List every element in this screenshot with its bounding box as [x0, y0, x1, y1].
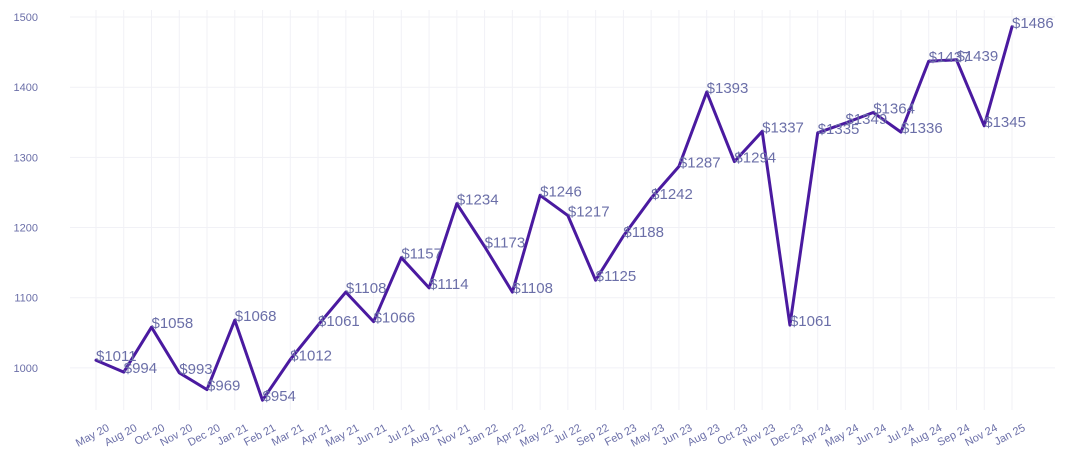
y-axis: 1000 1100 1200 1300 1400 1500 [14, 12, 38, 375]
data-label: $1173 [485, 234, 526, 251]
y-tick-label: 1500 [14, 12, 38, 24]
data-label: $1486 [1012, 15, 1054, 32]
data-label: $1242 [651, 186, 693, 203]
data-label: $1393 [707, 80, 749, 97]
data-label: $969 [207, 378, 240, 395]
data-label: $1108 [512, 280, 553, 297]
data-label: $1337 [762, 119, 804, 136]
y-tick-label: 1000 [14, 363, 38, 375]
data-label: $1336 [901, 120, 943, 137]
y-tick-label: 1100 [14, 293, 38, 305]
y-tick-label: 1200 [14, 223, 38, 235]
data-label: $1349 [845, 111, 887, 128]
data-label: $993 [179, 361, 212, 378]
data-label: $1246 [540, 183, 582, 200]
y-tick-label: 1400 [14, 82, 38, 94]
y-tick-label: 1300 [14, 152, 38, 164]
data-label: $1188 [623, 224, 664, 241]
data-label: $1234 [457, 192, 499, 209]
data-label: $1345 [984, 114, 1026, 131]
data-label: $1108 [346, 280, 387, 297]
x-tick-label: Dec 20 [186, 422, 222, 449]
x-tick-label: Aug 23 [686, 422, 722, 449]
grid [70, 10, 1055, 410]
data-label: $994 [124, 360, 157, 377]
data-label: $1364 [873, 100, 915, 117]
series-line [94, 25, 1014, 402]
data-label: $1061 [790, 313, 832, 330]
data-label: $1287 [679, 154, 721, 171]
data-label: $1294 [734, 150, 776, 167]
data-label: $954 [263, 388, 296, 405]
data-label: $1437 [929, 49, 971, 66]
data-label: $1061 [318, 313, 360, 330]
data-label: $1217 [568, 204, 610, 221]
x-tick-label: Nov 21 [436, 422, 472, 449]
data-label: $1011 [96, 348, 137, 365]
data-label: $1114 [429, 276, 469, 293]
data-label: $1066 [374, 310, 416, 327]
x-tick-label: Jun 21 [354, 422, 389, 448]
data-label: $1157 [401, 246, 442, 263]
x-tick-label: Aug 20 [103, 422, 139, 449]
x-tick-label: Dec 23 [769, 422, 805, 449]
x-tick-label: Jan 25 [993, 422, 1028, 448]
data-label: $1439 [956, 48, 998, 65]
x-tick-label: Nov 24 [963, 422, 999, 449]
data-label: $1012 [290, 347, 332, 364]
x-tick-label: Mar 21 [270, 422, 306, 449]
data-label: $1125 [596, 268, 637, 285]
x-tick-label: Jun 24 [854, 422, 889, 448]
data-label: $1335 [818, 121, 860, 138]
data-label: $1068 [235, 308, 277, 325]
data-labels: $1011$994 $1058 $993$969 $1068 $954 $1012 $106… [96, 15, 1054, 405]
data-label: $1058 [152, 315, 194, 332]
x-tick-label: Jan 22 [465, 422, 500, 448]
